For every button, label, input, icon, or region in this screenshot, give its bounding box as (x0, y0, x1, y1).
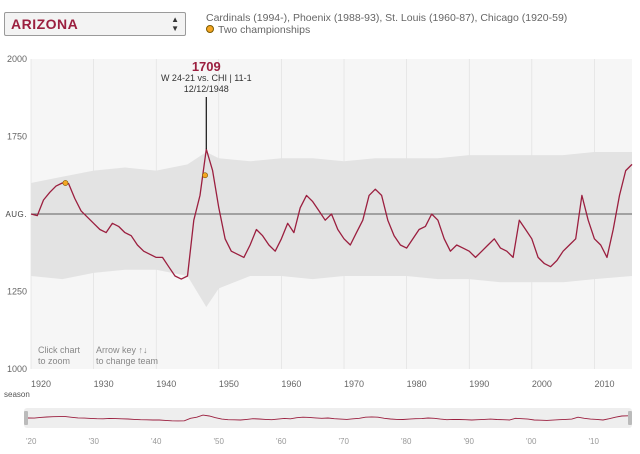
zoom-hint-line2: to zoom (38, 356, 71, 366)
annotation-date: 12/12/1948 (184, 84, 229, 94)
x-tick-label-1920: 1920 (31, 379, 51, 389)
league-band-area (31, 152, 632, 307)
overview-tick-label-7: '80 (401, 437, 412, 446)
overview-tick-label-5: '60 (276, 437, 287, 446)
arrow-key-hint: Arrow key ↑↓ to change team (96, 345, 158, 367)
x-axis-label: season (4, 390, 30, 399)
annotation-value: 1709 (192, 59, 221, 74)
arrow-key-hint-line2: to change team (96, 356, 159, 366)
x-tick-label-2010: 2010 (594, 379, 614, 389)
x-tick-label-1930: 1930 (94, 379, 114, 389)
y-tick-label-1000: 1000 (7, 364, 27, 374)
overview-ticks: '20 '30 '40 '50 '60 '70 '80 '90 '00 '10 (26, 437, 599, 446)
league-band (31, 152, 632, 307)
championship-legend: Two championships (206, 24, 310, 36)
x-tick-label-1980: 1980 (407, 379, 427, 389)
annotation-result: W 24-21 vs. CHI | 11-1 (161, 73, 252, 83)
overview-timeline[interactable]: '20 '30 '40 '50 '60 '70 '80 '90 '00 '10 (24, 408, 632, 446)
championship-point-1 (62, 180, 69, 186)
overview-tick-label-8: '90 (464, 437, 475, 446)
team-select-value: ARIZONA (11, 16, 79, 32)
y-tick-label-1750: 1750 (7, 132, 27, 142)
series-line-arizona (30, 148, 633, 280)
peak-annotation: 1709 W 24-21 vs. CHI | 11-1 12/12/1948 (161, 59, 252, 150)
updown-arrows-icon: ▲ ▼ (171, 15, 179, 33)
overview-tick-label-2: '30 (89, 437, 100, 446)
y-axis: 2000 1750 1250 1000 AUG. (5, 54, 27, 374)
championship-legend-label: Two championships (218, 24, 311, 36)
championship-dot-icon (206, 25, 214, 34)
x-tick-label-1940: 1940 (156, 379, 176, 389)
arrow-key-hint-line1: Arrow key ↑↓ (96, 345, 148, 355)
x-tick-label-1960: 1960 (281, 379, 301, 389)
overview-left-handle[interactable] (24, 411, 28, 425)
overview-right-handle[interactable] (628, 411, 632, 425)
x-tick-label-2000: 2000 (532, 379, 552, 389)
championship-markers (62, 172, 208, 186)
y-tick-label-1250: 1250 (7, 287, 27, 297)
overview-tick-label-4: '50 (214, 437, 225, 446)
overview-tick-label-1: '20 (26, 437, 37, 446)
overview-series-line (27, 414, 629, 422)
zoom-hint-line1: Click chart (38, 345, 81, 355)
team-select[interactable]: ARIZONA ▲ ▼ (4, 12, 186, 36)
overview-tick-label-10: '10 (589, 437, 600, 446)
x-tick-label-1970: 1970 (344, 379, 364, 389)
x-tick-label-1950: 1950 (219, 379, 239, 389)
overview-tick-label-9: '00 (526, 437, 537, 446)
y-tick-label-2000: 2000 (7, 54, 27, 64)
overview-tick-label-3: '40 (151, 437, 162, 446)
overview-series (27, 414, 629, 422)
average-label: AUG. (5, 210, 27, 219)
team-history: Cardinals (1994-), Phoenix (1988-93), St… (206, 12, 568, 24)
team-series (30, 148, 633, 280)
overview-tick-label-6: '70 (339, 437, 350, 446)
x-axis: 1920 1930 1940 1950 1960 1970 1980 1990 2000 2010 (31, 379, 614, 389)
zoom-hint: Click chart to zoom (38, 345, 80, 367)
championship-point-2 (202, 172, 208, 179)
x-tick-label-1990: 1990 (469, 379, 489, 389)
